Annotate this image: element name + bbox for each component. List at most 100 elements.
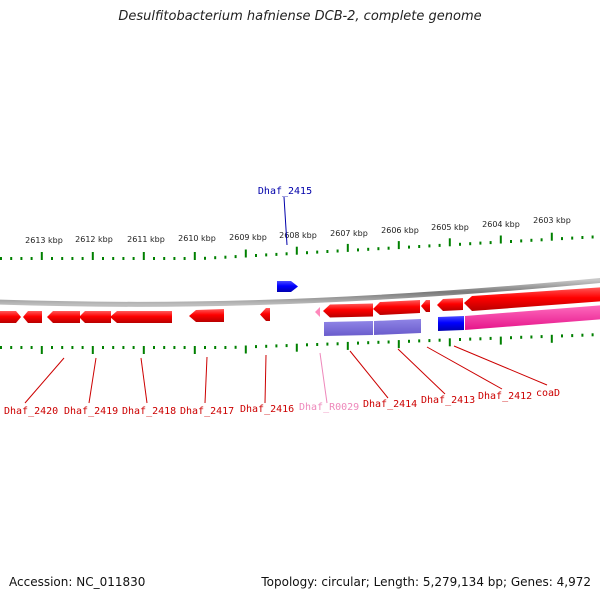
gene-label-coad[interactable]: coaD [536, 388, 560, 399]
ruler-tick [51, 346, 53, 349]
ruler-tick [316, 250, 319, 254]
ruler-tick [112, 257, 115, 260]
ruler-tick [132, 257, 135, 260]
gene-dhaf-2415[interactable] [277, 281, 298, 292]
ruler-tick [561, 237, 563, 241]
gene-label-dhaf-2415[interactable]: Dhaf_2415 [258, 186, 312, 197]
ruler-tick [346, 341, 349, 350]
ruler-tick [173, 346, 176, 349]
ruler-tick [224, 346, 227, 349]
ruler-tick [438, 243, 441, 247]
gene-label-dhaf-2417[interactable]: Dhaf_2417 [180, 406, 234, 417]
feature-magenta[interactable] [465, 305, 600, 330]
ruler-tick [61, 346, 64, 349]
ruler-tick [377, 340, 380, 344]
ruler-labels: 2613 kbp 2612 kbp 2611 kbp 2610 kbp 2609 kbp… [25, 216, 571, 245]
ruler-tick [214, 256, 217, 260]
ruler-tick [142, 252, 145, 260]
gene-dhaf-r0029[interactable] [315, 307, 320, 317]
ruler-tick [10, 257, 13, 260]
ruler-tick [591, 235, 594, 239]
gene-label-dhaf-2413[interactable]: Dhaf_2413 [421, 395, 475, 406]
feature-purple-1[interactable] [324, 321, 373, 336]
ruler-tick [418, 245, 421, 248]
ruler-tick [81, 346, 84, 349]
ruler-tick [183, 346, 186, 349]
ruler-tick [193, 252, 196, 260]
gene-label-dhaf-2412[interactable]: Dhaf_2412 [478, 391, 532, 402]
ruler-tick [550, 232, 553, 241]
ruler-tick [0, 346, 2, 349]
gene-dhaf-2417[interactable] [110, 311, 172, 323]
ruler-tick [357, 341, 359, 345]
label-leader-dhaf-2415 [283, 196, 288, 246]
ruler-tick [520, 335, 523, 339]
gene-dhaf-2413[interactable] [373, 300, 420, 315]
ruler-tick [142, 346, 145, 354]
ruler-tick [183, 257, 186, 260]
ruler-tick [408, 245, 410, 249]
ruler-tick [295, 246, 298, 255]
gene-dhaf-2412-small[interactable] [421, 300, 430, 312]
gene-label-dhaf-2419[interactable]: Dhaf_2419 [64, 406, 118, 417]
ruler-ticks-top [0, 232, 594, 260]
gene-dhaf-2412[interactable] [437, 298, 463, 311]
gene-label-dhaf-2420[interactable]: Dhaf_2420 [4, 406, 58, 417]
ruler-label: 2610 kbp [178, 234, 216, 243]
ruler-tick [469, 242, 472, 246]
gene-small-red[interactable] [260, 308, 270, 321]
gene-dhaf-2414[interactable] [323, 303, 373, 318]
ruler-tick [20, 257, 23, 260]
ruler-tick [550, 334, 553, 343]
ruler-tick [91, 346, 94, 354]
ruler-tick [214, 346, 217, 349]
ruler-tick [489, 336, 492, 340]
ruler-tick [510, 336, 512, 340]
gene-label-dhaf-2418[interactable]: Dhaf_2418 [122, 406, 176, 417]
ruler-tick [265, 253, 268, 257]
ruler-tick [306, 343, 308, 347]
ruler-label: 2609 kbp [229, 233, 267, 242]
ruler-tick [387, 340, 390, 344]
gene-dhaf-2416[interactable] [189, 309, 224, 322]
ruler-tick [510, 240, 512, 243]
ruler-tick [499, 235, 502, 244]
ruler-tick [30, 257, 33, 260]
gene-coad[interactable] [464, 287, 600, 311]
ruler-tick [30, 346, 33, 349]
ruler-tick [51, 257, 53, 260]
ruler-tick [112, 346, 115, 349]
gene-label-dhaf-r0029[interactable]: Dhaf_R0029 [299, 402, 359, 413]
ruler-tick [204, 256, 206, 260]
ruler-tick [428, 339, 431, 343]
gene-dhaf-2420[interactable] [23, 311, 42, 323]
ruler-tick [448, 238, 451, 247]
ruler-tick [540, 335, 543, 339]
ruler-tick [448, 338, 451, 347]
ruler-tick [479, 337, 482, 341]
feature-purple-2[interactable] [374, 319, 421, 335]
ruler-tick [40, 252, 43, 260]
ruler-tick [71, 346, 74, 349]
ruler-tick [40, 346, 43, 354]
gene-dhaf-2419[interactable] [47, 311, 80, 323]
gene-label-dhaf-2416[interactable]: Dhaf_2416 [240, 404, 294, 415]
ruler-tick [316, 343, 319, 346]
ruler-tick [193, 346, 196, 354]
ruler-tick [581, 236, 584, 239]
gene-dhaf-2418[interactable] [79, 311, 111, 323]
ruler-tick [326, 250, 329, 253]
gene-label-dhaf-2414[interactable]: Dhaf_2414 [363, 399, 417, 410]
feature-blue[interactable] [438, 316, 464, 331]
ruler-label: 2606 kbp [381, 226, 419, 235]
ruler-tick [397, 241, 400, 250]
ruler-label: 2613 kbp [25, 236, 63, 245]
ruler-ticks-bottom [0, 333, 594, 354]
ruler-tick [91, 252, 94, 260]
gene-segment-left[interactable] [0, 311, 21, 323]
label-leaders [24, 345, 548, 404]
ruler-tick [459, 242, 461, 246]
ruler-tick [255, 345, 257, 349]
ruler-tick [234, 345, 237, 349]
